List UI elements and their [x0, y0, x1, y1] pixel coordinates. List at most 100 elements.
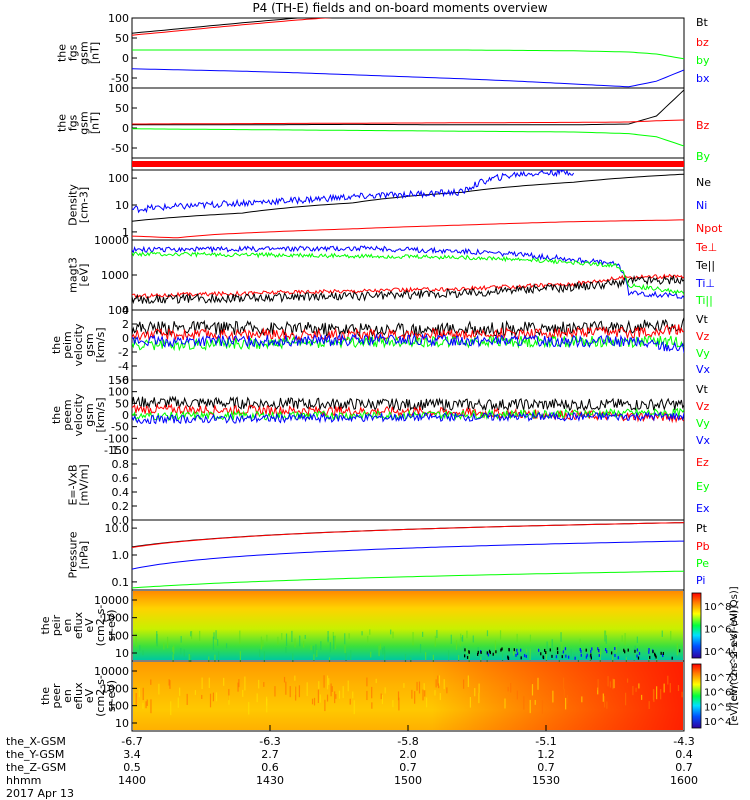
spectrogram-texture	[304, 634, 306, 640]
spectrogram-texture	[345, 652, 347, 662]
spectrogram-texture	[319, 694, 321, 703]
spectrogram-texture	[334, 691, 336, 704]
colorbar-tick-label: 10^6	[704, 688, 731, 699]
spectrogram-texture	[488, 649, 491, 653]
spectrogram-texture	[549, 641, 551, 647]
spectrogram-texture	[285, 646, 287, 653]
y-tick-label: 100	[108, 700, 129, 713]
spectrogram-texture	[382, 647, 384, 655]
spectrogram-texture	[277, 636, 279, 645]
spectrogram-texture	[649, 655, 651, 659]
y-tick-label: 0	[122, 409, 129, 422]
spectrogram-texture	[614, 654, 616, 658]
spectrogram-texture	[311, 698, 314, 705]
spectrogram-texture	[156, 631, 158, 644]
spectrogram-texture	[366, 677, 368, 687]
legend-label: Ti⊥	[695, 277, 715, 290]
spectrogram-texture	[469, 696, 472, 708]
spectrogram-texture	[323, 675, 325, 688]
y-axis-label: the	[50, 406, 63, 424]
spectrogram-texture	[508, 648, 510, 652]
spectrogram-texture	[315, 644, 317, 656]
spectrogram-texture	[544, 648, 546, 652]
spectrogram-texture	[606, 701, 608, 709]
panel-frame	[131, 17, 685, 89]
spectrogram-texture	[623, 648, 625, 652]
spectrogram-texture	[327, 636, 329, 641]
spectrogram-texture	[172, 646, 174, 652]
spectrogram-texture	[613, 679, 615, 689]
spectrogram-texture	[379, 643, 382, 650]
panel-2	[131, 157, 685, 171]
colorbar-tick-label: 10^6	[704, 625, 731, 636]
y-tick-label: 100	[108, 386, 129, 399]
spectrogram-texture	[507, 656, 510, 660]
spectrogram-texture	[313, 654, 315, 661]
spectrogram-texture	[366, 690, 368, 701]
spectrogram-texture	[411, 689, 413, 699]
spectrogram-texture	[172, 654, 174, 663]
panel-frame	[131, 449, 685, 521]
spectrogram-texture	[662, 651, 665, 655]
y-tick-label: 10	[115, 717, 129, 730]
y-tick-label: 0	[122, 332, 129, 345]
spectrogram-texture	[135, 633, 137, 647]
spectrogram-texture	[169, 680, 171, 689]
legend-label: Pt	[696, 522, 708, 535]
spectrogram-texture	[188, 654, 190, 667]
spectrogram-texture	[334, 635, 336, 650]
legend-label: Ni	[696, 199, 707, 212]
spectrogram-texture	[217, 639, 219, 646]
spectrogram-texture	[663, 683, 665, 693]
ephemeris-label: the_Y-GSM	[6, 748, 64, 761]
spectrogram-texture	[520, 656, 522, 660]
colorbar-tick-label: 10^5	[704, 702, 731, 713]
spectrogram-texture	[412, 632, 414, 646]
legend-label: Ez	[696, 456, 709, 469]
series-group	[132, 395, 684, 425]
spectrogram-texture	[397, 691, 400, 701]
spectrogram-texture	[292, 653, 294, 665]
ephemeris-value: 2.0	[399, 748, 417, 761]
spectrogram-texture	[486, 630, 489, 637]
spectrogram-texture	[416, 681, 418, 691]
band-fill	[132, 161, 684, 167]
ephemeris-value: -6.3	[259, 735, 280, 748]
spectrogram-texture	[338, 690, 341, 699]
legend-label: Pi	[696, 574, 705, 587]
spectrogram-texture	[145, 701, 147, 709]
spectrogram-texture	[556, 647, 559, 651]
spectrogram-texture	[201, 694, 203, 699]
spectrogram-texture	[312, 645, 315, 654]
spectrogram-texture	[212, 692, 214, 702]
legend-label: Vz	[696, 330, 710, 343]
spectrogram-texture	[294, 638, 296, 648]
spectrogram-texture	[179, 687, 181, 696]
spectrogram-texture	[542, 656, 545, 660]
y-tick-label: 10	[115, 647, 129, 660]
ephemeris-value: 1530	[532, 774, 560, 787]
spectrogram-texture	[478, 692, 480, 704]
series-line-3	[132, 68, 684, 88]
y-axis-label: the	[50, 336, 63, 354]
spectrogram-texture	[242, 689, 244, 697]
spectrogram-texture	[676, 643, 678, 656]
spectrogram-texture	[597, 642, 600, 654]
legend-label: Ne	[696, 176, 711, 189]
spectrogram-texture	[648, 648, 650, 652]
y-axis-label: gsm	[78, 41, 91, 64]
legend-label: Bt	[696, 16, 709, 29]
y-axis-label: [mV/m]	[78, 464, 91, 505]
spectrogram-texture	[138, 688, 140, 698]
y-axis-label: the	[39, 616, 52, 634]
panel-4: 10000 1000 100 Te⊥ Te|| Ti⊥ Ti|| magt3[eV]	[67, 234, 718, 317]
spectrogram-texture	[381, 694, 384, 705]
spectrogram-texture	[378, 645, 380, 657]
y-axis-label: sr-eV)	[105, 680, 118, 712]
spectrogram-texture	[238, 679, 240, 688]
y-axis-label: [nT]	[89, 42, 102, 64]
spectrogram-texture	[217, 651, 220, 662]
y-tick-label: 100	[108, 304, 129, 317]
spectrogram-texture	[384, 650, 386, 663]
series-line-3	[132, 540, 684, 570]
